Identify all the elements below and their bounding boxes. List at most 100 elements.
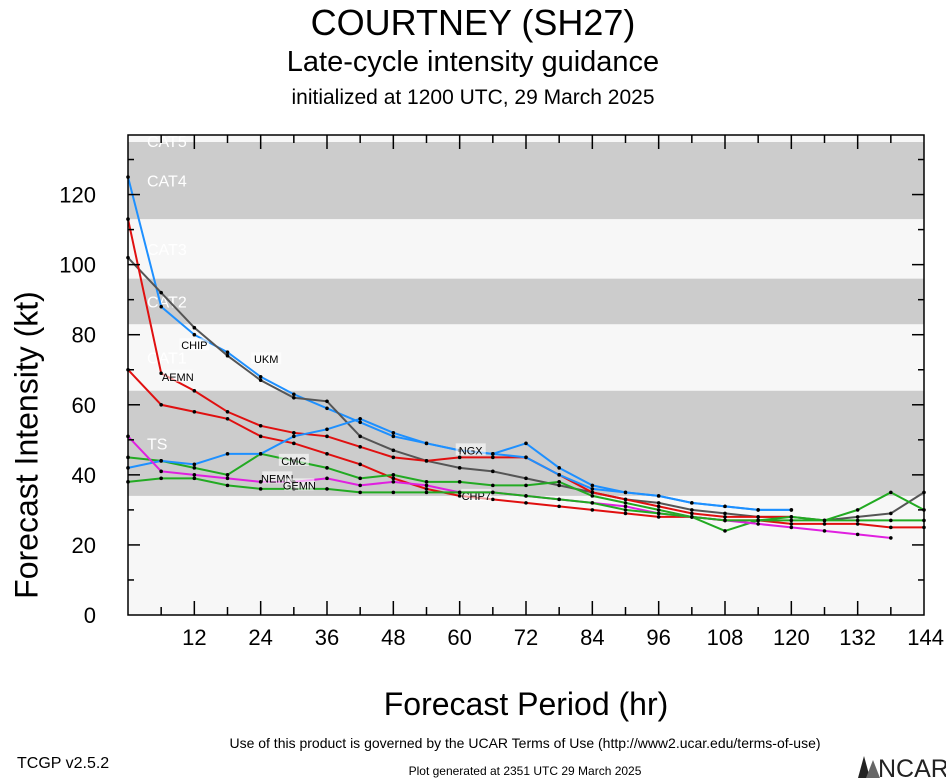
data-point bbox=[789, 515, 794, 519]
data-point bbox=[457, 466, 462, 470]
terms-notice: Use of this product is governed by the U… bbox=[229, 735, 821, 751]
category-bands: TS CAT1 CAT2 CAT3 CAT4 CAT5 bbox=[128, 134, 924, 615]
data-point bbox=[855, 515, 860, 519]
data-point bbox=[225, 416, 230, 421]
data-point bbox=[889, 525, 893, 530]
data-point bbox=[590, 508, 595, 512]
data-point bbox=[889, 518, 893, 523]
data-point bbox=[491, 497, 495, 502]
data-point bbox=[358, 476, 362, 481]
data-point bbox=[292, 431, 296, 435]
data-point bbox=[590, 501, 595, 505]
data-point bbox=[424, 487, 429, 491]
version-label: TCGP v2.5.2 bbox=[17, 755, 110, 772]
data-point bbox=[690, 501, 694, 505]
band-label-cat1: CAT1 bbox=[147, 350, 187, 367]
series-label-bg bbox=[179, 338, 210, 351]
init-time: initialized at 1200 UTC, 29 March 2025 bbox=[291, 86, 655, 109]
x-tick-label: 12 bbox=[182, 625, 206, 650]
data-point bbox=[590, 483, 595, 488]
data-point bbox=[192, 409, 197, 414]
data-point bbox=[358, 490, 362, 495]
data-point bbox=[457, 455, 462, 460]
data-point bbox=[855, 522, 860, 526]
data-point bbox=[855, 518, 860, 523]
data-point bbox=[623, 497, 628, 502]
data-point bbox=[656, 508, 661, 512]
data-point bbox=[325, 466, 329, 470]
data-point bbox=[358, 445, 362, 449]
data-point bbox=[358, 434, 362, 439]
series-label-cmc: CMC bbox=[281, 456, 306, 468]
data-point bbox=[491, 483, 495, 488]
data-point bbox=[258, 480, 263, 484]
data-point bbox=[723, 518, 727, 523]
data-point bbox=[424, 483, 429, 488]
x-tick-label: 132 bbox=[839, 625, 876, 650]
data-point bbox=[756, 515, 760, 519]
data-point bbox=[424, 480, 429, 484]
data-point bbox=[391, 448, 396, 453]
data-point bbox=[524, 441, 528, 446]
series-label-bg bbox=[284, 478, 315, 491]
x-tick-label: 120 bbox=[773, 625, 810, 650]
x-tick-label: 36 bbox=[315, 625, 339, 650]
data-point bbox=[292, 434, 296, 439]
y-tick-label: 20 bbox=[72, 533, 96, 558]
data-point bbox=[889, 511, 893, 516]
data-point bbox=[258, 434, 263, 439]
data-point bbox=[424, 441, 429, 446]
series-label-bg bbox=[455, 443, 486, 456]
series-label-ngx: NGX bbox=[459, 445, 484, 457]
data-point bbox=[159, 459, 163, 463]
band-label-ts: TS bbox=[147, 436, 167, 453]
generated-time: Plot generated at 2351 UTC 29 March 2025 bbox=[408, 764, 642, 778]
x-tick-label: 24 bbox=[248, 625, 272, 650]
data-point bbox=[225, 473, 230, 477]
chart-subtitle: Late-cycle intensity guidance bbox=[286, 46, 660, 78]
y-tick-label: 40 bbox=[72, 463, 96, 488]
data-point bbox=[325, 487, 329, 491]
data-point bbox=[524, 483, 528, 488]
data-point bbox=[789, 518, 794, 523]
data-point bbox=[358, 416, 362, 421]
data-point bbox=[292, 395, 296, 400]
data-point bbox=[391, 434, 396, 439]
band-cat4 bbox=[128, 142, 924, 220]
data-point bbox=[656, 494, 661, 498]
data-point bbox=[889, 536, 893, 540]
data-point bbox=[258, 424, 263, 428]
data-point bbox=[491, 452, 495, 456]
data-point bbox=[590, 487, 595, 491]
series-label-bg bbox=[162, 369, 193, 382]
data-point bbox=[325, 434, 329, 439]
series-label-chip: CHIP bbox=[181, 340, 207, 352]
data-point bbox=[855, 532, 860, 537]
series-chp7: CHP7 bbox=[126, 367, 926, 530]
data-point bbox=[391, 473, 396, 477]
data-point bbox=[225, 452, 230, 456]
series-label-bg bbox=[251, 352, 282, 365]
data-point bbox=[623, 508, 628, 512]
data-point bbox=[557, 483, 561, 488]
data-point bbox=[590, 490, 595, 495]
data-point bbox=[491, 490, 495, 495]
data-point bbox=[789, 508, 794, 512]
data-point bbox=[192, 332, 197, 337]
data-point bbox=[690, 508, 694, 512]
y-tick-label: 120 bbox=[59, 183, 96, 208]
data-point bbox=[524, 476, 528, 481]
x-tick-label: 48 bbox=[381, 625, 405, 650]
data-point bbox=[391, 490, 396, 495]
data-point bbox=[656, 504, 661, 509]
band-label-cat3: CAT3 bbox=[147, 242, 187, 259]
y-tick-label: 0 bbox=[84, 603, 96, 628]
data-point bbox=[557, 473, 561, 477]
data-point bbox=[391, 431, 396, 435]
data-point bbox=[557, 480, 561, 484]
data-point bbox=[391, 455, 396, 460]
x-tick-label: 144 bbox=[907, 625, 944, 650]
data-point bbox=[292, 441, 296, 446]
data-point bbox=[325, 399, 329, 404]
